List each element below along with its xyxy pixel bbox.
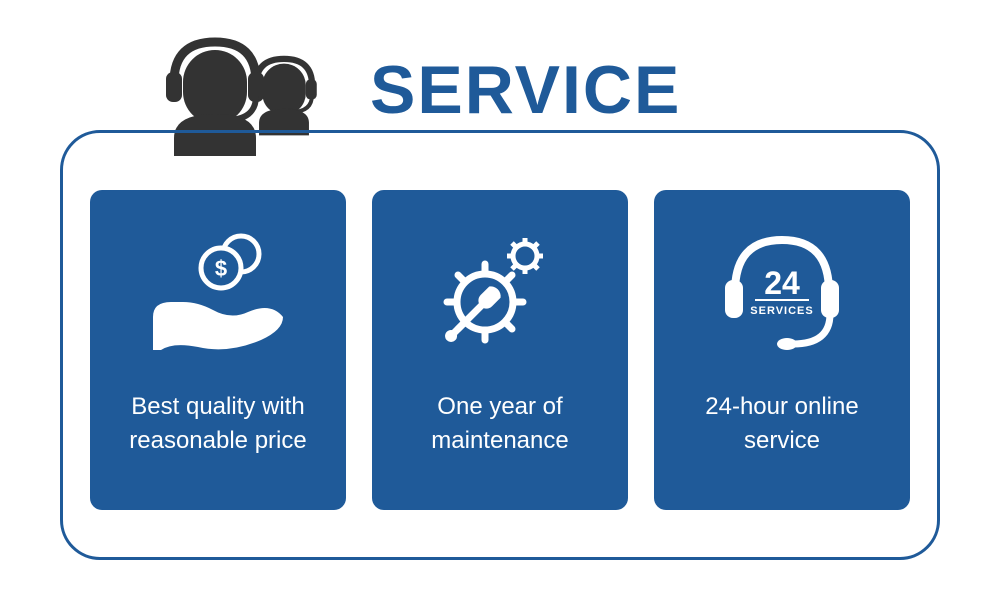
header-title: SERVICE	[370, 51, 681, 129]
hand-coins-icon: $	[143, 222, 293, 372]
card-maintenance: One year of maintenance	[372, 190, 628, 510]
badge-text: SERVICES	[750, 305, 813, 317]
card-24hour: 24 SERVICES 24-hour online service	[654, 190, 910, 510]
svg-text:$: $	[215, 256, 227, 281]
headset-24-icon: 24 SERVICES	[707, 222, 857, 372]
card-label: Best quality with reasonable price	[110, 390, 326, 457]
card-label: One year of maintenance	[392, 390, 608, 457]
card-price: $ Best quality with reasonable price	[90, 190, 346, 510]
card-label: 24-hour online service	[674, 390, 890, 457]
badge-number: 24	[764, 265, 800, 301]
gear-wrench-icon	[425, 222, 575, 372]
cards-row: $ Best quality with reasonable price	[90, 190, 910, 510]
